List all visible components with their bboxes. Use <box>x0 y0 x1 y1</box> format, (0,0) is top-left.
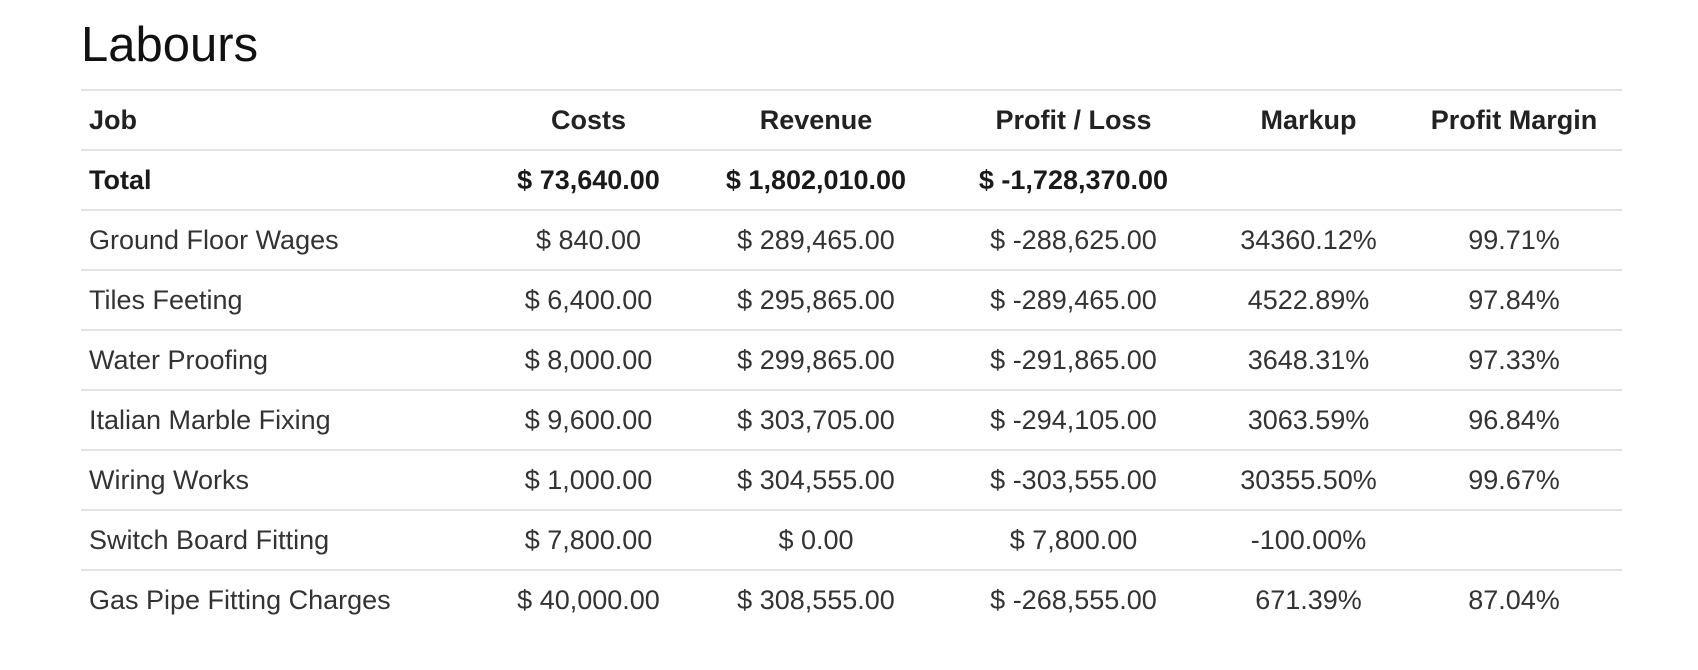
markup-cell: 4522.89% <box>1211 269 1406 330</box>
total-revenue: $ 1,802,010.00 <box>696 149 936 210</box>
markup-cell: 3648.31% <box>1211 329 1406 390</box>
column-header-profit-margin: Profit Margin <box>1406 89 1622 150</box>
column-header-markup: Markup <box>1211 89 1406 150</box>
table-row: Italian Marble Fixing $ 9,600.00 $ 303,7… <box>81 389 1622 450</box>
markup-cell: 671.39% <box>1211 569 1406 629</box>
profit-loss-cell: $ -294,105.00 <box>936 389 1211 450</box>
job-cell: Water Proofing <box>81 329 481 390</box>
profit-loss-cell: $ -289,465.00 <box>936 269 1211 330</box>
markup-cell: 30355.50% <box>1211 449 1406 510</box>
revenue-cell: $ 299,865.00 <box>696 329 936 390</box>
markup-cell: 34360.12% <box>1211 209 1406 270</box>
margin-cell: 99.71% <box>1406 209 1622 270</box>
costs-cell: $ 1,000.00 <box>481 449 696 510</box>
total-markup <box>1211 149 1406 210</box>
revenue-cell: $ 295,865.00 <box>696 269 936 330</box>
page-title: Labours <box>81 18 259 72</box>
table-row: Wiring Works $ 1,000.00 $ 304,555.00 $ -… <box>81 449 1622 510</box>
total-margin <box>1406 149 1622 210</box>
job-cell: Switch Board Fitting <box>81 509 481 570</box>
job-cell: Ground Floor Wages <box>81 209 481 270</box>
labours-table: Job Costs Revenue Profit / Loss Markup P… <box>81 89 1622 629</box>
costs-cell: $ 9,600.00 <box>481 389 696 450</box>
job-cell: Gas Pipe Fitting Charges <box>81 569 481 629</box>
costs-cell: $ 40,000.00 <box>481 569 696 629</box>
margin-cell: 97.84% <box>1406 269 1622 330</box>
table-row: Gas Pipe Fitting Charges $ 40,000.00 $ 3… <box>81 569 1622 629</box>
table-row: Ground Floor Wages $ 840.00 $ 289,465.00… <box>81 209 1622 270</box>
revenue-cell: $ 308,555.00 <box>696 569 936 629</box>
column-header-revenue: Revenue <box>696 89 936 150</box>
table-row: Water Proofing $ 8,000.00 $ 299,865.00 $… <box>81 329 1622 390</box>
table-header-row: Job Costs Revenue Profit / Loss Markup P… <box>81 89 1622 150</box>
job-cell: Wiring Works <box>81 449 481 510</box>
profit-loss-cell: $ -268,555.00 <box>936 569 1211 629</box>
revenue-cell: $ 303,705.00 <box>696 389 936 450</box>
profit-loss-cell: $ -288,625.00 <box>936 209 1211 270</box>
profit-loss-cell: $ -303,555.00 <box>936 449 1211 510</box>
profit-loss-cell: $ -291,865.00 <box>936 329 1211 390</box>
revenue-cell: $ 289,465.00 <box>696 209 936 270</box>
costs-cell: $ 7,800.00 <box>481 509 696 570</box>
job-cell: Italian Marble Fixing <box>81 389 481 450</box>
column-header-profit-loss: Profit / Loss <box>936 89 1211 150</box>
margin-cell: 97.33% <box>1406 329 1622 390</box>
table-row: Switch Board Fitting $ 7,800.00 $ 0.00 $… <box>81 509 1622 570</box>
revenue-cell: $ 0.00 <box>696 509 936 570</box>
costs-cell: $ 8,000.00 <box>481 329 696 390</box>
markup-cell: 3063.59% <box>1211 389 1406 450</box>
profit-loss-cell: $ 7,800.00 <box>936 509 1211 570</box>
total-label: Total <box>81 149 481 210</box>
table-row: Tiles Feeting $ 6,400.00 $ 295,865.00 $ … <box>81 269 1622 330</box>
margin-cell: 87.04% <box>1406 569 1622 629</box>
column-header-job: Job <box>81 89 481 150</box>
costs-cell: $ 840.00 <box>481 209 696 270</box>
total-profit-loss: $ -1,728,370.00 <box>936 149 1211 210</box>
column-header-costs: Costs <box>481 89 696 150</box>
margin-cell: 96.84% <box>1406 389 1622 450</box>
margin-cell <box>1406 509 1622 570</box>
costs-cell: $ 6,400.00 <box>481 269 696 330</box>
markup-cell: -100.00% <box>1211 509 1406 570</box>
total-row: Total $ 73,640.00 $ 1,802,010.00 $ -1,72… <box>81 149 1622 210</box>
margin-cell: 99.67% <box>1406 449 1622 510</box>
total-costs: $ 73,640.00 <box>481 149 696 210</box>
job-cell: Tiles Feeting <box>81 269 481 330</box>
revenue-cell: $ 304,555.00 <box>696 449 936 510</box>
